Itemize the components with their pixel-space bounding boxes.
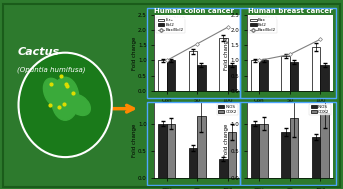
Y-axis label: Fold change: Fold change <box>224 36 229 70</box>
Legend: Bax, Bcl2, Bax/Bcl2: Bax, Bcl2, Bax/Bcl2 <box>156 17 185 33</box>
Bar <box>219 38 228 91</box>
Legend: iNOS, COX2: iNOS, COX2 <box>217 104 238 115</box>
Legend: iNOS, COX2: iNOS, COX2 <box>309 104 331 115</box>
Bar <box>189 148 197 178</box>
Ellipse shape <box>68 94 90 115</box>
Bar <box>158 124 167 178</box>
Bar <box>228 132 236 178</box>
Ellipse shape <box>44 78 65 107</box>
Bar <box>312 137 320 178</box>
Bar <box>290 118 298 178</box>
Bar <box>167 60 175 91</box>
Text: Human breast cancer
(MCF7) cells: Human breast cancer (MCF7) cells <box>248 8 332 21</box>
Bar <box>251 124 259 178</box>
Bar <box>312 47 320 91</box>
X-axis label: (ug/ml): (ug/ml) <box>187 105 207 110</box>
Text: Human colon cancer
(SW480) cells: Human colon cancer (SW480) cells <box>154 8 234 21</box>
Bar <box>290 62 298 91</box>
Bar <box>189 51 197 91</box>
Bar <box>320 65 329 91</box>
Text: (Opuntia humifusa): (Opuntia humifusa) <box>17 66 86 73</box>
Y-axis label: Fold change: Fold change <box>132 123 137 156</box>
Bar <box>197 65 206 91</box>
Ellipse shape <box>51 77 79 120</box>
Bar <box>259 124 268 178</box>
Text: Cactus: Cactus <box>17 47 59 57</box>
Bar <box>219 159 228 178</box>
Bar <box>158 60 167 91</box>
Bar <box>281 56 290 91</box>
Bar <box>281 132 290 178</box>
Circle shape <box>19 53 112 157</box>
Legend: Bax, Bcl2, Bax/Bcl2: Bax, Bcl2, Bax/Bcl2 <box>249 17 277 33</box>
Bar <box>259 60 268 91</box>
Bar <box>167 124 175 178</box>
X-axis label: (ug/ml): (ug/ml) <box>280 105 300 110</box>
Bar <box>197 115 206 178</box>
Bar <box>251 60 259 91</box>
Bar <box>228 65 236 91</box>
Y-axis label: Fold change: Fold change <box>132 36 137 70</box>
Bar <box>320 113 329 178</box>
Y-axis label: Fold change: Fold change <box>224 123 229 156</box>
